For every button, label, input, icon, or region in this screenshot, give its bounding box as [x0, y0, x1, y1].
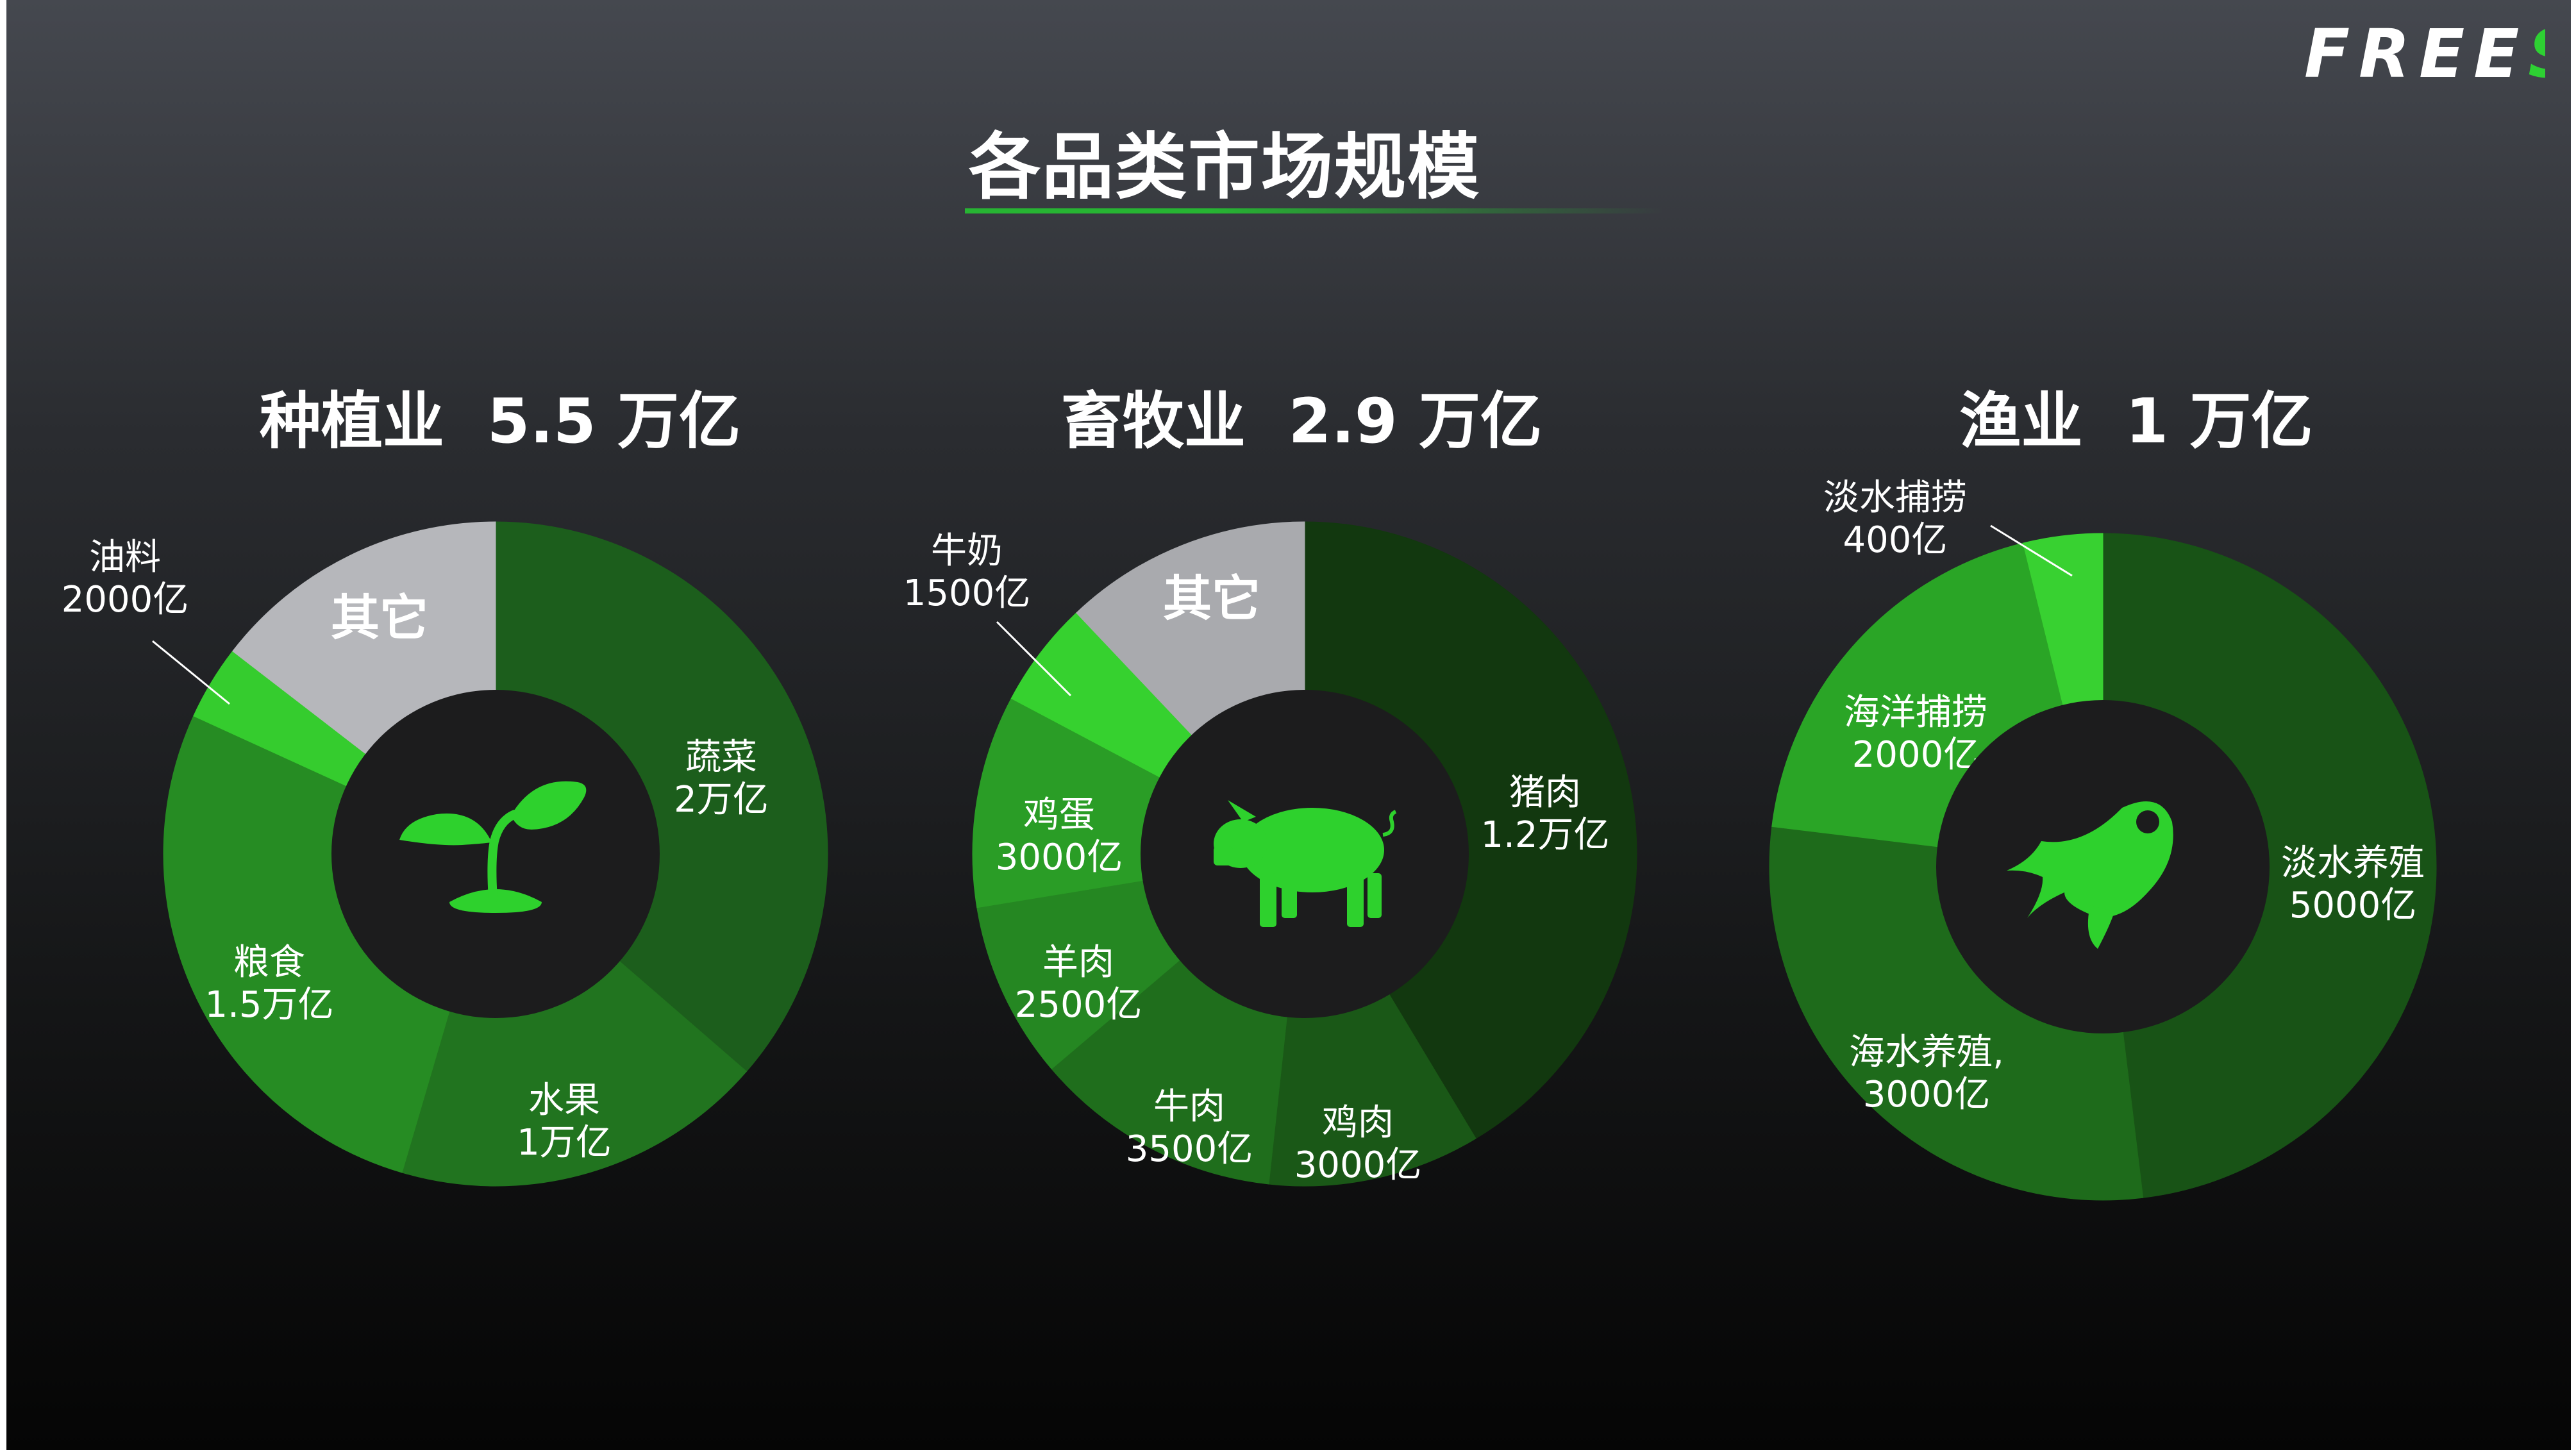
svg-text:FREES: FREES	[2304, 15, 2545, 90]
slice-label: 蔬菜 2万亿	[674, 737, 769, 821]
fish-icon	[2007, 801, 2173, 949]
page-title: 各品类市场规模	[969, 126, 1480, 209]
slice-label: 其它	[331, 589, 428, 646]
slice-label: 鸡蛋 3000亿	[996, 794, 1123, 878]
slice-label: 淡水养殖 5000亿	[2281, 842, 2425, 926]
logo-letter: S	[2528, 15, 2545, 90]
logo-letter: R	[2359, 15, 2419, 90]
slice-label: 猪肉 1.2万亿	[1480, 772, 1609, 856]
leader-line	[1990, 524, 2073, 577]
slice-label: 羊肉 2500亿	[1015, 942, 1142, 1026]
sprout-icon	[399, 781, 587, 913]
chart-title: 种植业 5.5 万亿	[260, 385, 740, 457]
chart-title: 畜牧业 2.9 万亿	[1061, 385, 1542, 457]
title-underline	[965, 208, 1664, 213]
frees-logo: FREES	[2304, 15, 2545, 90]
slice-label: 海洋捕捞 2000亿	[1844, 692, 1987, 776]
slice-label: 粮食 1.5万亿	[205, 942, 333, 1026]
slice-label: 海水养殖, 3000亿	[1849, 1032, 2004, 1116]
pig-icon	[1214, 800, 1397, 927]
slice-label: 其它	[1163, 570, 1260, 627]
logo-letter: F	[2304, 15, 2359, 90]
slice-label: 鸡肉 3000亿	[1294, 1102, 1422, 1186]
logo-letter: E	[2419, 15, 2473, 90]
slice-label: 油料 2000亿	[62, 537, 189, 621]
donut-chart: 种植业 5.5 万亿蔬菜 2万亿水果 1万亿 粮食 1.5万亿 油料 2000亿其它	[62, 385, 828, 1187]
slice-label: 水果 1万亿	[517, 1080, 612, 1164]
slice-label: 牛肉 3500亿	[1126, 1086, 1253, 1170]
logo-letter: E	[2473, 15, 2528, 90]
slice-label: 淡水捕捞 400亿	[1823, 477, 1967, 561]
chart-title: 渔业 1 万亿	[1959, 385, 2313, 457]
leader-line	[996, 621, 1072, 697]
leader-line	[152, 640, 230, 705]
slice-label: 牛奶 1500亿	[903, 530, 1031, 614]
